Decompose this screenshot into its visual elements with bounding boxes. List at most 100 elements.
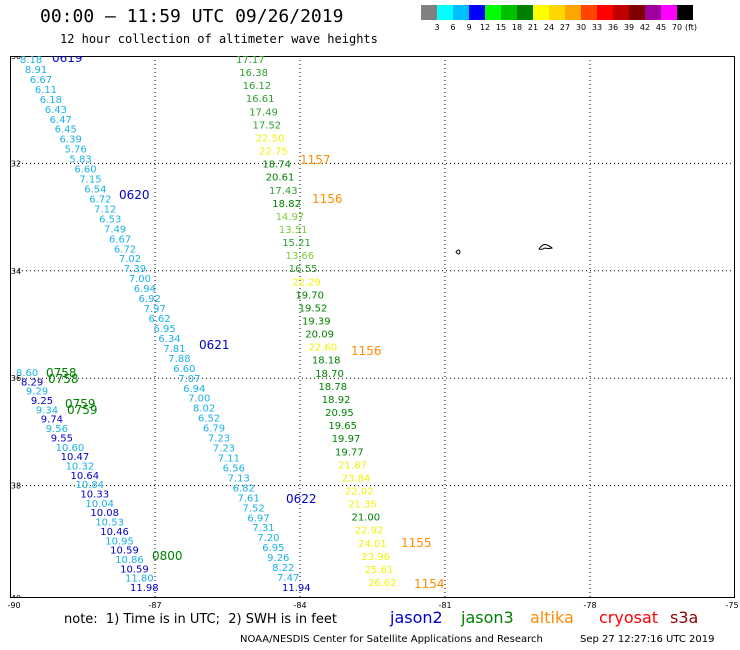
color-swatch — [469, 5, 485, 20]
swh-value-altika: 19.70 — [295, 290, 324, 301]
color-scale-tick: 30 — [575, 23, 587, 32]
swh-value-altika: 16.38 — [239, 68, 268, 79]
color-swatch — [661, 5, 677, 20]
longitude-label: -78 — [583, 601, 597, 610]
swh-value-jason2: 8.22 — [272, 563, 294, 574]
legend-jason2: jason2 — [390, 608, 443, 627]
credit-line: NOAA/NESDIS Center for Satellite Applica… — [240, 634, 543, 645]
swh-value-jason3: 10.08 — [90, 508, 119, 519]
swh-value-altika: 21.35 — [348, 500, 377, 511]
swh-value-jason3: 10.86 — [115, 555, 144, 566]
color-swatch — [565, 5, 581, 20]
swh-value-jason2: 5.83 — [69, 155, 91, 166]
color-scale-tick: 9 — [466, 23, 472, 32]
longitude-label: -84 — [293, 601, 307, 610]
swh-value-altika: 18.18 — [312, 356, 341, 367]
swh-value-jason3: 9.56 — [46, 424, 68, 435]
swh-value-altika: 17.43 — [269, 186, 298, 197]
swh-value-jason2: 6.79 — [203, 424, 225, 435]
color-scale-tick: 15 — [495, 23, 507, 32]
swh-value-jason3: 11.98 — [130, 583, 159, 594]
swh-value-jason3: 10.46 — [100, 527, 129, 538]
swh-value-jason2: 7.31 — [252, 523, 274, 534]
swh-value-jason2: 6.45 — [55, 125, 77, 136]
swh-value-altika: 18.74 — [262, 160, 291, 171]
swh-value-jason2: 6.95 — [262, 543, 284, 554]
track-time-label: 0622 — [286, 492, 317, 506]
color-swatch — [677, 5, 693, 20]
color-swatch — [485, 5, 501, 20]
track-time-label: 1154 — [414, 577, 445, 591]
swh-value-altika: 17.52 — [253, 120, 282, 131]
track-time-label: 0800 — [152, 549, 183, 563]
swh-value-jason2: 8.18 — [20, 56, 42, 66]
color-scale-tick: 3 — [434, 23, 440, 32]
swh-value-jason3: 10.47 — [61, 452, 90, 463]
swh-value-altika: 18.82 — [272, 199, 301, 210]
swh-value-jason3: 10.60 — [56, 443, 85, 454]
track-time-label: 1156 — [351, 344, 382, 358]
swh-value-jason2: 7.97 — [144, 304, 166, 315]
color-swatch — [581, 5, 597, 20]
swh-value-jason2: 6.53 — [99, 214, 121, 225]
swh-value-jason2: 7.61 — [238, 493, 260, 504]
color-scale-tick: 18 — [511, 23, 523, 32]
swh-value-altika: 20.09 — [305, 330, 334, 341]
swh-value-jason2: 6.95 — [153, 324, 175, 335]
swh-value-jason3: 8.29 — [21, 377, 43, 388]
swh-value-jason3: 10.53 — [95, 518, 124, 529]
swh-value-jason2: 7.23 — [213, 444, 235, 455]
swh-value-altika: 22.02 — [345, 486, 374, 497]
legend-s3a: s3a — [670, 608, 699, 627]
swh-value-jason2: 6.94 — [134, 284, 156, 295]
swh-value-jason2: 7.15 — [79, 175, 101, 186]
swh-value-jason3: 9.74 — [41, 415, 63, 426]
swh-value-altika: 22.29 — [292, 277, 321, 288]
swh-value-jason2: 6.94 — [183, 384, 205, 395]
swh-value-jason2: 6.54 — [84, 185, 106, 196]
swh-value-altika: 19.97 — [332, 434, 361, 445]
swh-value-jason3: 10.32 — [66, 461, 95, 472]
track-time-label: 0621 — [199, 338, 230, 352]
swh-value-altika: 23.96 — [361, 552, 390, 563]
swh-value-altika: 24.01 — [358, 539, 387, 550]
swh-value-jason2: 8.02 — [193, 404, 215, 415]
color-swatch — [629, 5, 645, 20]
footer-note: note: 1) Time is in UTC; 2) SWH is in fe… — [64, 612, 337, 627]
page-title: 00:00 – 11:59 UTC 09/26/2019 — [40, 6, 344, 27]
swh-value-jason2: 6.72 — [114, 244, 136, 255]
track-time-label: 1156 — [312, 192, 343, 206]
swh-value-altika: 15.21 — [282, 238, 311, 249]
swh-value-jason2: 6.67 — [30, 75, 52, 86]
track-time-label: 0619 — [52, 56, 83, 65]
track-time-label: 0758 — [46, 366, 77, 380]
swh-value-jason2: 7.88 — [168, 354, 190, 365]
swh-value-jason2: 9.26 — [267, 553, 289, 564]
island-shape — [538, 244, 553, 250]
swh-value-jason3: 10.04 — [85, 499, 114, 510]
track-time-label: 0758 — [48, 372, 79, 386]
swh-value-altika: 16.12 — [243, 81, 272, 92]
color-scale-labels: 3 6 9 12 15 18 21 24 27 30 33 36 39 42 45 70 (ft) — [421, 23, 740, 35]
latitude-label: -38 — [10, 482, 21, 491]
swh-value-jason2: 5.76 — [64, 145, 86, 156]
swh-value-jason3: 10.59 — [120, 564, 149, 575]
longitude-label: -90 — [7, 601, 21, 610]
swh-value-jason2: 7.23 — [208, 434, 230, 445]
swh-value-altika: 13.51 — [279, 225, 308, 236]
swh-value-altika: 16.55 — [289, 264, 318, 275]
swh-value-jason3: 10.33 — [80, 490, 109, 501]
swh-value-altika: 18.92 — [322, 395, 351, 406]
swh-value-altika: 22.60 — [309, 343, 338, 354]
latitude-label: -34 — [10, 267, 21, 276]
longitude-label: -75 — [725, 601, 739, 610]
swh-value-jason2: 6.11 — [35, 85, 57, 96]
swh-value-jason2: 6.52 — [198, 414, 220, 425]
latitude-label: -40 — [10, 594, 21, 598]
swh-value-jason2: 11.94 — [282, 583, 311, 594]
swh-value-jason2: 7.12 — [94, 204, 116, 215]
color-scale-tick: 42 — [639, 23, 651, 32]
swh-value-altika: 18.78 — [319, 382, 348, 393]
color-scale-tick: 21 — [527, 23, 539, 32]
color-swatch — [501, 5, 517, 20]
